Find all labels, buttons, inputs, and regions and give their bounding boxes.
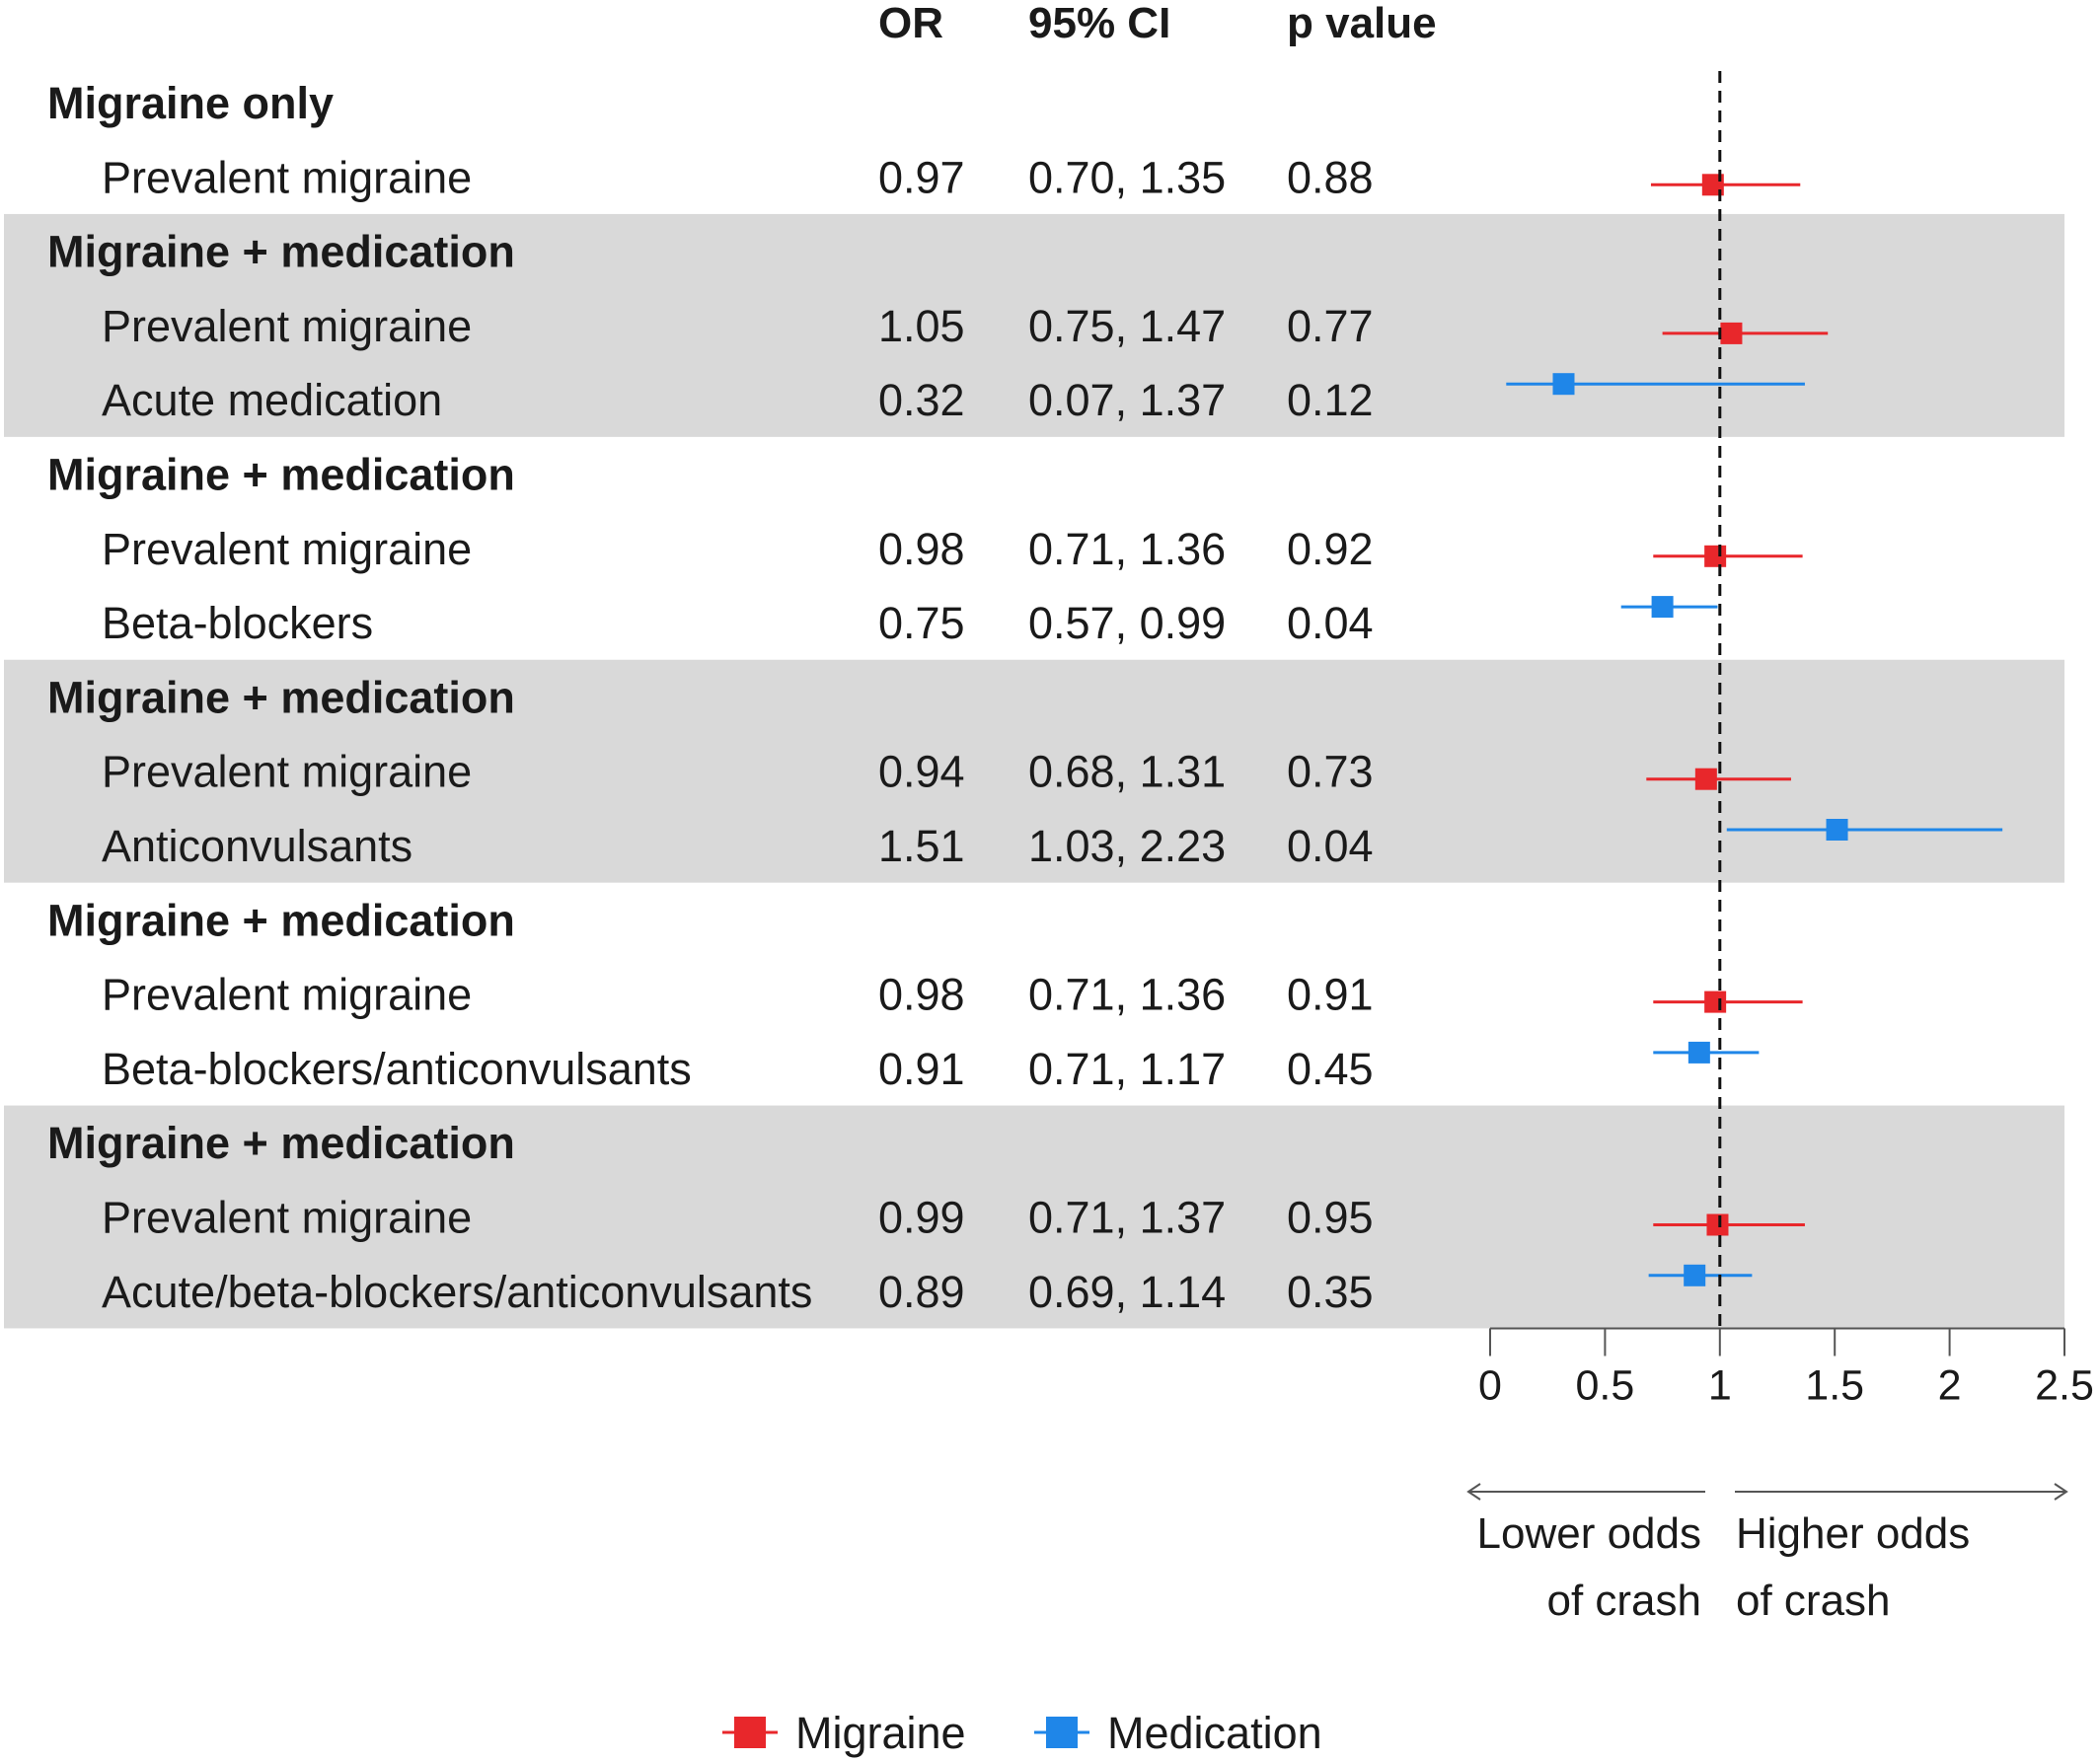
header-p: p value	[1287, 0, 1437, 47]
x-tick-label: 0	[1478, 1361, 1502, 1409]
group-title: Migraine only	[47, 78, 334, 128]
header-or: OR	[878, 0, 943, 47]
medication-point	[1688, 1041, 1710, 1064]
row-or: 0.91	[878, 1044, 965, 1094]
higher-odds-arrowhead	[2054, 1483, 2068, 1501]
row-ci: 0.71, 1.36	[1028, 970, 1226, 1020]
row-or: 0.32	[878, 375, 965, 425]
row-or: 0.98	[878, 970, 965, 1020]
row-or: 0.75	[878, 598, 965, 648]
column-headers: OR 95% CI p value	[878, 0, 1437, 47]
row-label: Acute/beta-blockers/anticonvulsants	[102, 1267, 812, 1317]
row-ci: 0.69, 1.14	[1028, 1267, 1226, 1317]
row-or: 0.94	[878, 747, 965, 797]
row-ci: 0.71, 1.37	[1028, 1193, 1226, 1243]
row-label: Anticonvulsants	[102, 821, 412, 871]
group-title: Migraine + medication	[47, 450, 515, 500]
row-label: Prevalent migraine	[102, 1193, 472, 1243]
x-tick-label: 1.5	[1805, 1361, 1864, 1409]
row-label: Prevalent migraine	[102, 301, 472, 351]
row-label: Prevalent migraine	[102, 524, 472, 574]
legend-medication: Medication	[1034, 1708, 1322, 1758]
row-label: Beta-blockers/anticonvulsants	[102, 1044, 692, 1094]
medication-point	[1826, 819, 1848, 841]
migraine-point	[1706, 1213, 1729, 1236]
row-or: 0.99	[878, 1193, 965, 1243]
row-label: Acute medication	[102, 375, 442, 425]
legend-migraine: Migraine	[722, 1708, 966, 1758]
row-ci: 0.07, 1.37	[1028, 375, 1226, 425]
row-p: 0.04	[1287, 598, 1374, 648]
row-p: 0.35	[1287, 1267, 1374, 1317]
row-or: 0.97	[878, 152, 965, 202]
row-ci: 0.75, 1.47	[1028, 301, 1226, 351]
row-label: Prevalent migraine	[102, 152, 472, 202]
row-p: 0.92	[1287, 524, 1374, 574]
plot-marks	[1506, 71, 2003, 1329]
row-p: 0.12	[1287, 375, 1374, 425]
higher-odds-label-1: Higher odds	[1736, 1509, 1970, 1558]
row-p: 0.45	[1287, 1044, 1374, 1094]
lower-odds-arrowhead	[1466, 1483, 1481, 1501]
legend: Migraine Medication	[722, 1708, 1322, 1758]
migraine-point	[1720, 322, 1743, 344]
direction-labels: Lower odds of crash Higher odds of crash	[1466, 1483, 2068, 1625]
legend-migraine-label: Migraine	[795, 1708, 966, 1758]
row-label: Beta-blockers	[102, 598, 373, 648]
x-tick-label: 0.5	[1576, 1361, 1635, 1409]
medication-point	[1684, 1264, 1706, 1286]
legend-medication-label: Medication	[1107, 1708, 1322, 1758]
header-ci: 95% CI	[1028, 0, 1170, 47]
lower-odds-label-1: Lower odds	[1477, 1509, 1701, 1558]
row-ci: 0.71, 1.17	[1028, 1044, 1226, 1094]
medication-point	[1651, 596, 1674, 619]
migraine-point	[1694, 768, 1717, 790]
row-label: Prevalent migraine	[102, 970, 472, 1020]
x-axis: 0 0.5 1 1.5 2 2.5	[1478, 1327, 2094, 1409]
row-or: 0.98	[878, 524, 965, 574]
group-title: Migraine + medication	[47, 895, 515, 945]
x-tick-label: 2.5	[2035, 1361, 2094, 1409]
group-title: Migraine + medication	[47, 672, 515, 722]
x-tick-label: 1	[1708, 1361, 1732, 1409]
row-ci: 0.68, 1.31	[1028, 747, 1226, 797]
group-title: Migraine + medication	[47, 1118, 515, 1168]
table-rows: Migraine only Prevalent migraine 0.97 0.70,…	[47, 78, 1374, 1317]
row-p: 0.77	[1287, 301, 1374, 351]
lower-odds-label-2: of crash	[1546, 1577, 1701, 1625]
row-or: 1.51	[878, 821, 965, 871]
row-ci: 1.03, 2.23	[1028, 821, 1226, 871]
migraine-point	[1704, 991, 1727, 1013]
row-p: 0.88	[1287, 152, 1374, 202]
migraine-point	[1704, 545, 1727, 567]
row-p: 0.04	[1287, 821, 1374, 871]
medication-point	[1552, 373, 1575, 396]
legend-migraine-swatch	[734, 1717, 766, 1748]
higher-odds-label-2: of crash	[1736, 1577, 1891, 1625]
x-tick-label: 2	[1938, 1361, 1962, 1409]
row-p: 0.95	[1287, 1193, 1374, 1243]
group-title: Migraine + medication	[47, 227, 515, 277]
row-or: 0.89	[878, 1267, 965, 1317]
row-label: Prevalent migraine	[102, 747, 472, 797]
row-ci: 0.70, 1.35	[1028, 152, 1226, 202]
row-or: 1.05	[878, 301, 965, 351]
row-p: 0.91	[1287, 970, 1374, 1020]
row-p: 0.73	[1287, 747, 1374, 797]
row-ci: 0.57, 0.99	[1028, 598, 1226, 648]
row-ci: 0.71, 1.36	[1028, 524, 1226, 574]
legend-medication-swatch	[1046, 1717, 1078, 1748]
